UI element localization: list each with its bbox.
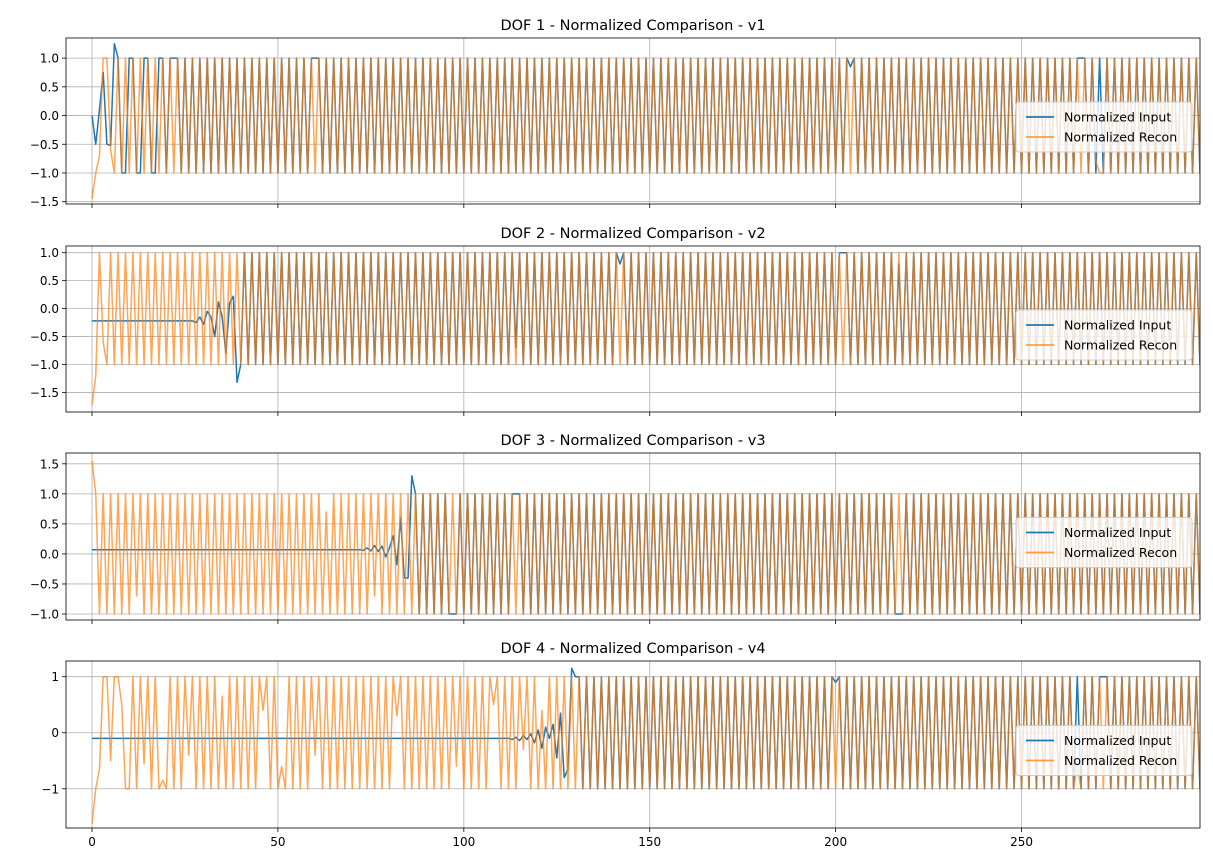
y-tick-label: 1.0 bbox=[40, 246, 59, 260]
subplot-4: 0 50 100 150 200 250 −1 0 1 DOF 4 - Normalized Co… bbox=[41, 641, 1201, 849]
y-tick-label: 0.0 bbox=[40, 302, 59, 316]
y-tick-label: 0.5 bbox=[40, 80, 59, 94]
y-tick-label: 1 bbox=[51, 670, 59, 684]
legend: Normalized Input Normalized Recon bbox=[1015, 725, 1193, 776]
series-group bbox=[91, 42, 1200, 199]
y-tick-label: −1.0 bbox=[30, 607, 59, 621]
axes-frame bbox=[65, 660, 1201, 829]
series-group bbox=[91, 460, 1200, 615]
axes-frame bbox=[65, 452, 1201, 621]
legend-entry-label: Normalized Input bbox=[1064, 318, 1171, 333]
y-tick-label: −1.5 bbox=[30, 386, 59, 400]
subplot-2: −1.5 −1.0 −0.5 0.0 0.5 1.0 DOF 2 - Normalized … bbox=[30, 226, 1201, 416]
legend-box bbox=[1015, 309, 1193, 361]
x-tick-label: 100 bbox=[452, 835, 475, 849]
subplot-title: DOF 1 - Normalized Comparison - v1 bbox=[500, 18, 765, 34]
normalized-recon-line bbox=[91, 57, 1200, 199]
legend-box bbox=[1015, 101, 1193, 153]
axes-frame bbox=[65, 245, 1201, 413]
y-tick-label: 1.0 bbox=[40, 487, 59, 501]
x-tick-label: 250 bbox=[1010, 835, 1033, 849]
y-tick-label: −1 bbox=[41, 782, 59, 796]
series-group bbox=[91, 667, 1200, 824]
y-tick-label: 1.5 bbox=[40, 457, 59, 471]
legend-box bbox=[1015, 517, 1193, 568]
y-tick-label: 0.5 bbox=[40, 274, 59, 288]
y-tick-label: −0.5 bbox=[30, 330, 59, 344]
legend: Normalized Input Normalized Recon bbox=[1015, 309, 1193, 361]
legend-entry-label: Normalized Input bbox=[1064, 733, 1171, 748]
legend: Normalized Input Normalized Recon bbox=[1015, 101, 1193, 153]
y-tick-label: 0.5 bbox=[40, 517, 59, 531]
y-tick-label: −1.0 bbox=[30, 358, 59, 372]
x-tick-label: 200 bbox=[824, 835, 847, 849]
series-group bbox=[91, 251, 1200, 405]
y-tick-label: 0.0 bbox=[40, 109, 59, 123]
axes-frame bbox=[65, 37, 1201, 205]
subplot-1: −1.5 −1.0 −0.5 0.0 0.5 1.0 DOF 1 - Normalized … bbox=[30, 18, 1201, 209]
x-tick-label: 0 bbox=[88, 835, 96, 849]
legend-entry-label: Normalized Recon bbox=[1064, 753, 1177, 768]
normalized-recon-line bbox=[91, 251, 1200, 405]
subplot-3: −1.0 −0.5 0.0 0.5 1.0 1.5 DOF 3 - Normalized C… bbox=[30, 433, 1201, 624]
normalized-recon-line bbox=[91, 675, 1200, 824]
x-tick-label: 50 bbox=[270, 835, 285, 849]
legend-entry-label: Normalized Input bbox=[1064, 110, 1171, 125]
x-tick-label: 150 bbox=[638, 835, 661, 849]
legend-entry-label: Normalized Recon bbox=[1064, 338, 1177, 353]
y-tick-label: −0.5 bbox=[30, 138, 59, 152]
y-tick-label: 0 bbox=[51, 726, 59, 740]
legend-entry-label: Normalized Recon bbox=[1064, 130, 1177, 145]
subplot-title: DOF 3 - Normalized Comparison - v3 bbox=[500, 433, 765, 449]
legend: Normalized Input Normalized Recon bbox=[1015, 517, 1193, 568]
y-tick-label: −1.0 bbox=[30, 166, 59, 180]
normalized-recon-line bbox=[91, 460, 1200, 615]
y-tick-label: 1.0 bbox=[40, 52, 59, 66]
y-tick-label: −0.5 bbox=[30, 577, 59, 591]
legend-box bbox=[1015, 725, 1193, 776]
y-tick-label: 0.0 bbox=[40, 547, 59, 561]
legend-entry-label: Normalized Input bbox=[1064, 525, 1171, 540]
subplot-title: DOF 4 - Normalized Comparison - v4 bbox=[500, 641, 765, 657]
subplot-title: DOF 2 - Normalized Comparison - v2 bbox=[500, 226, 765, 242]
y-tick-label: −1.5 bbox=[30, 195, 59, 209]
legend-entry-label: Normalized Recon bbox=[1064, 545, 1177, 560]
